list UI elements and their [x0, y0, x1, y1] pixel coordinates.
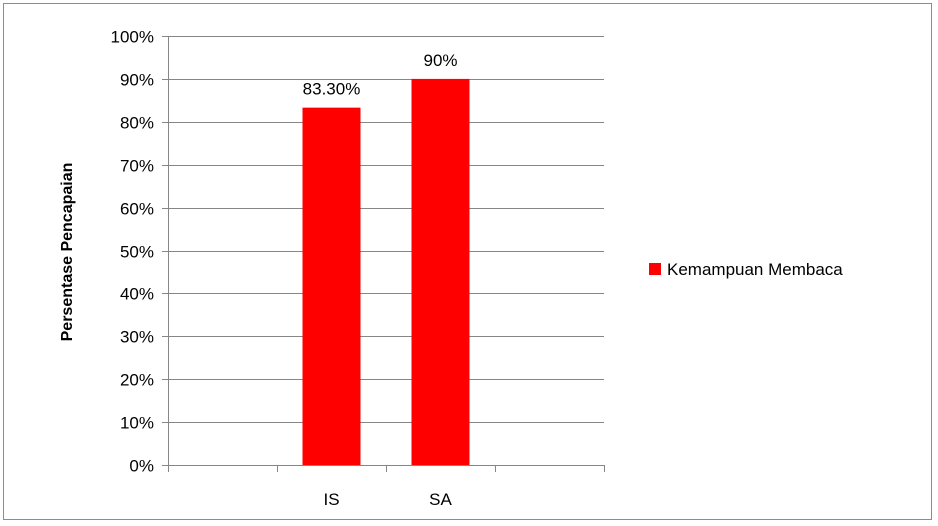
y-tick-label: 60%: [120, 200, 154, 219]
bars: [302, 78, 470, 466]
data-label: 83.30%: [303, 80, 361, 99]
y-tick-label: 70%: [120, 157, 154, 176]
y-tick-labels: 0% 10% 20% 30% 40% 50% 60% 70% 80% 90% 100%: [111, 28, 154, 476]
y-tick-label: 40%: [120, 285, 154, 304]
legend-label: Kemampuan Membaca: [667, 260, 843, 279]
x-tick-labels: IS SA: [323, 490, 452, 509]
data-labels: 83.30% 90%: [303, 51, 458, 99]
legend: Kemampuan Membaca: [649, 260, 843, 279]
y-axis-title: Persentase Pencapaian: [59, 163, 76, 342]
y-tick-label: 90%: [120, 71, 154, 90]
y-tick-label: 100%: [111, 28, 154, 47]
y-tick-label: 80%: [120, 114, 154, 133]
x-tick-label: IS: [323, 490, 339, 509]
y-tick-label: 50%: [120, 243, 154, 262]
legend-swatch: [649, 263, 661, 275]
data-label: 90%: [423, 51, 457, 70]
y-tick-label: 30%: [120, 328, 154, 347]
y-tick-label: 20%: [120, 371, 154, 390]
y-tick-label: 10%: [120, 414, 154, 433]
bar: [411, 78, 470, 466]
bar: [302, 107, 361, 465]
axes: [168, 36, 605, 472]
gridlines: [162, 36, 604, 466]
x-tick-label: SA: [429, 490, 452, 509]
y-tick-label: 0%: [129, 457, 154, 476]
